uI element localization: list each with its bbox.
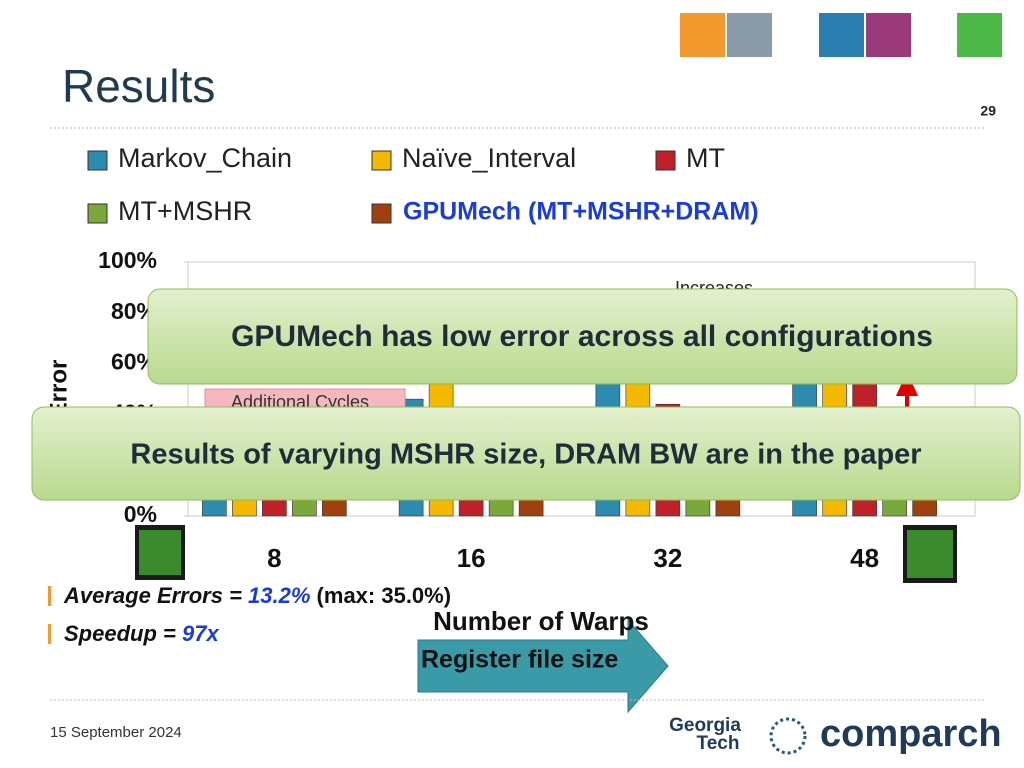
plot-frame <box>187 261 976 517</box>
legend-label: Naïve_Interval <box>402 143 576 173</box>
x-tick-label: 16 <box>457 543 486 573</box>
legend-swatch <box>87 150 108 171</box>
logo-tile <box>866 13 911 57</box>
x-axis-label: Number of Warps <box>433 606 649 636</box>
arrow-label: Register file size <box>421 646 618 674</box>
x-tick-label: 32 <box>653 543 682 573</box>
legend-swatch <box>87 203 108 224</box>
legend-label: MT <box>686 143 725 173</box>
bullet-value: 97x <box>182 621 219 646</box>
bullet-text: Speedup = <box>64 621 182 646</box>
legend: Markov_Chain Naïve_Interval MT MT+MSHR GPUMe… <box>87 143 759 226</box>
logo-text: Tech <box>697 733 740 754</box>
bullet-marker <box>48 586 51 606</box>
bullet-text: (max: 35.0%) <box>310 583 451 608</box>
legend-swatch <box>371 150 392 171</box>
page-number: 29 <box>980 103 996 119</box>
bullet: Speedup = 97x <box>64 621 219 646</box>
footer-date: 15 September 2024 <box>50 724 182 741</box>
logo-text: comparch <box>820 713 1002 755</box>
bullet: Average Errors = 13.2% (max: 35.0%) <box>63 583 451 608</box>
callout-box <box>31 406 1021 501</box>
warp-icon <box>135 525 957 583</box>
callout: GPUMech has low error across all configu… <box>231 320 933 353</box>
bullet-marker <box>48 624 51 644</box>
y-tick-label: 100% <box>98 247 157 273</box>
logo-tile <box>819 13 864 57</box>
legend-label: GPUMech (MT+MSHR+DRAM) <box>403 198 759 226</box>
logo-tile <box>680 13 725 57</box>
x-tick-label: 48 <box>850 543 879 573</box>
legend-label: Markov_Chain <box>118 143 292 173</box>
bullet-text: Average Errors = <box>63 583 248 608</box>
legend-label: MT+MSHR <box>118 196 252 226</box>
callout-box <box>147 288 1018 385</box>
slide-title: Results <box>62 60 215 112</box>
legend-swatch <box>655 150 676 171</box>
arrow-shape <box>417 618 669 714</box>
logo-tile <box>957 13 1002 57</box>
callout: Results of varying MSHR size, DRAM BW ar… <box>130 439 921 471</box>
y-tick-label: 0% <box>124 501 157 527</box>
logo-mark <box>769 717 807 755</box>
x-tick-label: 8 <box>267 543 281 573</box>
logo-text: Georgia <box>669 715 741 736</box>
legend-swatch <box>371 203 392 224</box>
logo-tile <box>727 13 772 57</box>
bullet-value: 13.2% <box>248 583 310 608</box>
